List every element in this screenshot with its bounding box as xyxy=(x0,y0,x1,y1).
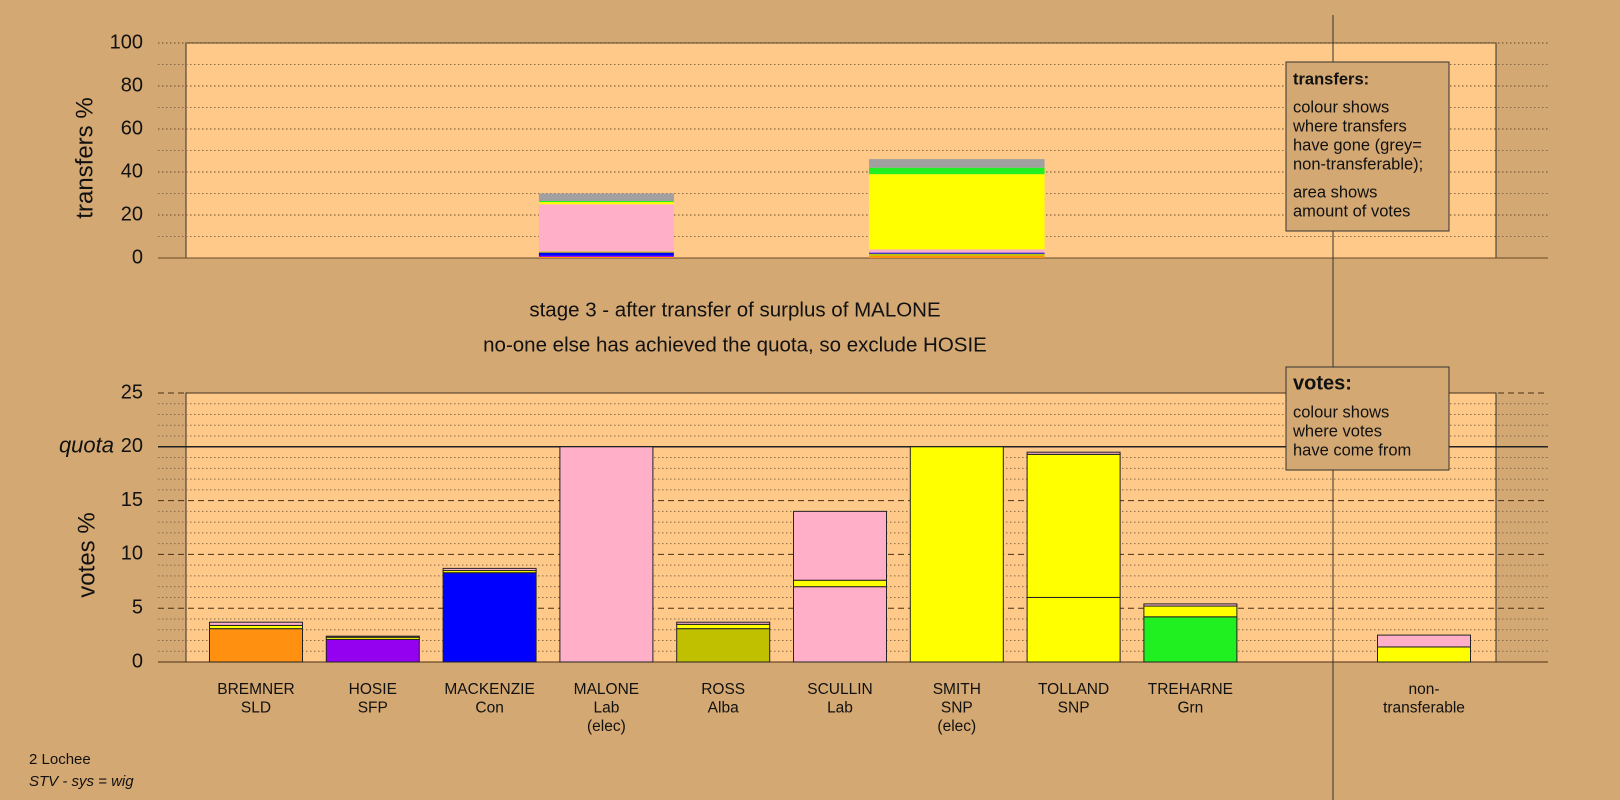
vote-segment xyxy=(559,446,654,663)
vote-segment xyxy=(325,635,420,638)
y-tick-label: 100 xyxy=(110,31,143,53)
transfer-segment xyxy=(538,251,674,253)
x-tick-label: SNP xyxy=(941,700,973,717)
vote-segment xyxy=(325,638,420,663)
y-axis-label: votes % xyxy=(73,512,100,597)
x-tick-label: SCULLIN xyxy=(807,681,872,698)
transfer-segment xyxy=(538,202,674,205)
transfer-segment xyxy=(538,255,674,257)
x-tick-label: Lab xyxy=(827,700,853,717)
x-tick-label: SNP xyxy=(1058,700,1090,717)
vote-segment xyxy=(793,510,887,581)
legend-text: colour shows xyxy=(1293,403,1389,421)
x-tick-label: MACKENZIE xyxy=(444,681,534,698)
quota-label: quota xyxy=(59,433,114,458)
legend-box xyxy=(1285,366,1450,471)
vote-segment xyxy=(1143,616,1238,663)
vote-segment xyxy=(209,621,303,626)
x-tick-label: non- xyxy=(1408,681,1439,698)
vote-segment xyxy=(793,586,887,663)
vote-segment xyxy=(1377,634,1471,648)
transfer-segment xyxy=(869,253,1045,256)
transfer-segment xyxy=(869,249,1045,253)
x-tick-label: Alba xyxy=(708,700,739,717)
y-tick-label: 20 xyxy=(121,203,143,225)
transfer-segment xyxy=(538,256,674,258)
y-tick-label: 60 xyxy=(121,117,143,139)
vote-segment xyxy=(1143,603,1238,607)
transfer-segment xyxy=(869,252,1045,254)
transfer-segment xyxy=(538,252,674,256)
y-tick-label: 25 xyxy=(121,381,143,403)
stage-title: no-one else has achieved the quota, so e… xyxy=(483,333,987,356)
vote-segment xyxy=(442,572,537,663)
y-tick-label: 20 xyxy=(121,435,143,457)
transfer-segment xyxy=(869,159,1045,168)
y-tick-label: 5 xyxy=(132,596,143,618)
transfer-segment xyxy=(869,174,1045,250)
vote-segment xyxy=(442,567,537,572)
constituency: 2 Lochee xyxy=(29,751,91,768)
vote-segment xyxy=(1143,605,1238,618)
x-tick-label: MALONE xyxy=(574,681,639,698)
transfer-segment xyxy=(869,167,1045,175)
vote-segment xyxy=(1026,453,1121,598)
vote-segment xyxy=(676,623,771,630)
stage-title: stage 3 - after transfer of surplus of M… xyxy=(529,298,940,321)
x-tick-label: Lab xyxy=(593,700,619,717)
y-tick-label: 80 xyxy=(121,74,143,96)
legend-text: have gone (grey= xyxy=(1293,136,1422,154)
vote-segment xyxy=(1377,646,1471,663)
transfers-plot-area xyxy=(185,42,1497,259)
vote-segment xyxy=(209,628,303,663)
legend-text: non-transferable); xyxy=(1293,155,1423,173)
y-tick-label: 0 xyxy=(132,246,143,268)
x-tick-label: Grn xyxy=(1177,700,1203,717)
legend-text: where votes xyxy=(1292,422,1382,440)
legend-text: colour shows xyxy=(1293,98,1389,116)
x-tick-label: TOLLAND xyxy=(1038,681,1109,698)
x-tick-label: Con xyxy=(475,700,503,717)
vote-segment xyxy=(1026,596,1121,663)
x-tick-label: (elec) xyxy=(937,718,976,735)
x-tick-label: ROSS xyxy=(701,681,745,698)
vote-segment xyxy=(793,579,887,588)
legend-title: votes: xyxy=(1293,372,1352,394)
transfer-segment xyxy=(538,193,674,202)
vote-segment xyxy=(676,628,771,663)
y-tick-label: 15 xyxy=(121,489,143,511)
x-tick-label: SLD xyxy=(241,700,271,717)
y-tick-label: 10 xyxy=(121,543,143,565)
y-tick-label: 0 xyxy=(132,650,143,672)
x-tick-label: SFP xyxy=(358,700,388,717)
x-tick-label: transferable xyxy=(1383,700,1465,717)
vote-segment xyxy=(1026,451,1121,455)
y-axis-label: transfers % xyxy=(71,97,98,218)
legend-text: area shows xyxy=(1293,183,1377,201)
legend-text: have come from xyxy=(1293,441,1411,459)
vote-segment xyxy=(676,621,771,625)
y-tick-label: 40 xyxy=(121,160,143,182)
transfer-segment xyxy=(869,255,1045,258)
x-tick-label: TREHARNE xyxy=(1148,681,1233,698)
x-tick-label: HOSIE xyxy=(349,681,397,698)
x-tick-label: (elec) xyxy=(587,718,626,735)
vote-segment xyxy=(909,446,1004,663)
system: STV - sys = wig xyxy=(29,773,134,790)
transfer-segment xyxy=(538,201,674,203)
legend-text: amount of votes xyxy=(1293,202,1410,220)
legend-box xyxy=(1285,61,1450,232)
transfer-segment xyxy=(538,204,674,252)
legend-title: transfers: xyxy=(1293,70,1369,88)
x-tick-label: SMITH xyxy=(933,681,981,698)
legend-text: where transfers xyxy=(1292,117,1407,135)
x-tick-label: BREMNER xyxy=(217,681,295,698)
